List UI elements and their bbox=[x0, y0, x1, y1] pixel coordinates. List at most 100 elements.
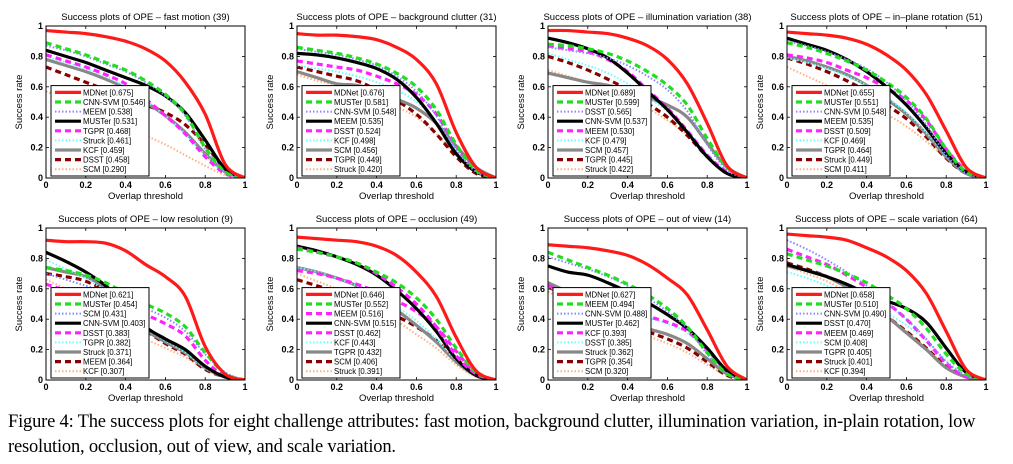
y-tick-label: 0.6 bbox=[771, 284, 784, 294]
x-tick-label: 0 bbox=[294, 180, 299, 190]
x-tick-label: 0.2 bbox=[821, 180, 834, 190]
x-tick-label: 0.6 bbox=[900, 180, 913, 190]
axes-box bbox=[45, 25, 246, 179]
x-tick-label: 0 bbox=[784, 382, 789, 392]
legend-entry: CNN-SVM [0.488] bbox=[585, 310, 647, 319]
series-line bbox=[787, 232, 986, 380]
x-tick-label: 0.2 bbox=[80, 382, 93, 392]
y-tick-label: 0.2 bbox=[30, 345, 43, 355]
legend-entry: MDNet [0.621] bbox=[83, 290, 133, 299]
y-tick-label: 0.4 bbox=[281, 112, 294, 122]
legend-entry: MUSTer [0.552] bbox=[334, 300, 388, 309]
x-axis-label: Overlap threshold bbox=[359, 393, 434, 404]
legend: MDNet [0.621]MUSTer [0.454]SCM [0.431]CN… bbox=[50, 287, 150, 379]
axes-box bbox=[547, 25, 748, 179]
legend-entry: KCF [0.393] bbox=[585, 329, 627, 338]
legend-entry: KCF [0.443] bbox=[334, 338, 376, 347]
y-axis-label: Success rate bbox=[14, 75, 25, 130]
legend-entry: DSST [0.565] bbox=[585, 108, 632, 117]
legend-entry: MUSTer [0.551] bbox=[824, 98, 878, 107]
legend-entry: CNN-SVM [0.546] bbox=[83, 98, 145, 107]
x-tick-label: 1 bbox=[983, 382, 988, 392]
y-tick-label: 0.6 bbox=[281, 82, 294, 92]
x-tick-label: 0.4 bbox=[860, 382, 873, 392]
x-tick-label: 0.2 bbox=[582, 382, 595, 392]
y-tick-label: 0.8 bbox=[771, 253, 784, 263]
x-tick-label: 0.6 bbox=[410, 180, 423, 190]
legend-entry: Struck [0.371] bbox=[83, 348, 131, 357]
legend-entry: DSST [0.524] bbox=[334, 127, 381, 136]
chart-title: Success plots of OPE – occlusion (49) bbox=[316, 214, 478, 225]
x-axis-label: Overlap threshold bbox=[610, 393, 685, 404]
y-tick-label: 0.8 bbox=[771, 51, 784, 61]
legend-entry: MDNet [0.676] bbox=[334, 88, 384, 97]
subplot-6: Success plots of OPE – occlusion (49) Suc… bbox=[265, 214, 499, 404]
x-tick-label: 0.8 bbox=[199, 382, 212, 392]
y-tick-label: 0.4 bbox=[281, 314, 294, 324]
legend-entry: CNN-SVM [0.537] bbox=[585, 117, 647, 126]
legend-entry: MDNet [0.655] bbox=[824, 88, 874, 97]
legend-entry: MEEM [0.364] bbox=[83, 358, 132, 367]
axes-box bbox=[786, 25, 987, 179]
y-tick-label: 0.6 bbox=[30, 82, 43, 92]
legend-entry: MDNet [0.689] bbox=[585, 88, 635, 97]
y-tick-label: 0.4 bbox=[30, 314, 43, 324]
x-tick-label: 0.8 bbox=[199, 180, 212, 190]
y-tick-label: 0.6 bbox=[30, 284, 43, 294]
y-tick-label: 0 bbox=[38, 173, 43, 183]
y-axis-label: Success rate bbox=[755, 277, 766, 332]
legend-entry: SCM [0.406] bbox=[334, 358, 377, 367]
legend-entry: KCF [0.479] bbox=[585, 136, 627, 145]
x-tick-label: 1 bbox=[493, 382, 498, 392]
y-tick-label: 0.8 bbox=[281, 51, 294, 61]
chart-title: Success plots of OPE – scale variation (… bbox=[795, 214, 978, 225]
y-tick-label: 0.2 bbox=[30, 143, 43, 153]
x-tick-label: 0 bbox=[545, 180, 550, 190]
legend-entry: MEEM [0.535] bbox=[334, 117, 383, 126]
legend-entry: TGPR [0.464] bbox=[824, 146, 872, 155]
x-tick-label: 1 bbox=[242, 382, 247, 392]
y-tick-label: 0.2 bbox=[532, 345, 545, 355]
legend-entry: Struck [0.401] bbox=[824, 358, 872, 367]
chart-title: Success plots of OPE – background clutte… bbox=[296, 12, 496, 23]
y-axis-label: Success rate bbox=[516, 277, 527, 332]
x-tick-label: 0 bbox=[545, 382, 550, 392]
figure-caption: Figure 4: The success plots for eight ch… bbox=[8, 412, 976, 457]
legend-entry: DSST [0.383] bbox=[83, 329, 130, 338]
x-axis-label: Overlap threshold bbox=[359, 191, 434, 202]
series-line bbox=[548, 250, 747, 380]
series-line bbox=[548, 243, 747, 380]
x-tick-label: 0 bbox=[784, 180, 789, 190]
y-tick-label: 0.4 bbox=[30, 112, 43, 122]
legend-entry: CNN-SVM [0.490] bbox=[824, 310, 886, 319]
legend-entry: Struck [0.422] bbox=[585, 165, 633, 174]
chart-title: Success plots of OPE – illumination vari… bbox=[543, 12, 751, 23]
chart-title: Success plots of OPE – in–plane rotation… bbox=[790, 12, 982, 23]
x-tick-label: 1 bbox=[744, 382, 749, 392]
x-tick-label: 0.8 bbox=[940, 382, 953, 392]
legend-entry: MDNet [0.658] bbox=[824, 290, 874, 299]
axes-box bbox=[786, 227, 987, 381]
x-tick-label: 0 bbox=[294, 382, 299, 392]
legend-entry: SCM [0.411] bbox=[824, 165, 867, 174]
x-tick-label: 0.6 bbox=[410, 382, 423, 392]
x-tick-label: 0.2 bbox=[331, 382, 344, 392]
legend-entry: TGPR [0.405] bbox=[824, 348, 872, 357]
x-tick-label: 0.6 bbox=[661, 382, 674, 392]
x-axis-label: Overlap threshold bbox=[610, 191, 685, 202]
x-tick-label: 0.2 bbox=[821, 382, 834, 392]
y-tick-label: 0.2 bbox=[771, 143, 784, 153]
series-line bbox=[46, 238, 245, 380]
y-tick-label: 1 bbox=[38, 223, 43, 233]
legend-entry: DSST [0.509] bbox=[824, 127, 871, 136]
subplot-5: Success plots of OPE – low resolution (9… bbox=[14, 214, 248, 404]
x-tick-label: 0.8 bbox=[701, 382, 714, 392]
legend-entry: DSST [0.470] bbox=[824, 319, 871, 328]
x-tick-label: 0.6 bbox=[661, 180, 674, 190]
series-line bbox=[297, 235, 496, 380]
y-tick-label: 1 bbox=[289, 223, 294, 233]
x-axis-label: Overlap threshold bbox=[108, 191, 183, 202]
y-tick-label: 0.8 bbox=[532, 51, 545, 61]
x-axis-label: Overlap threshold bbox=[108, 393, 183, 404]
subplot-1: Success plots of OPE – fast motion (39) S… bbox=[14, 12, 248, 202]
